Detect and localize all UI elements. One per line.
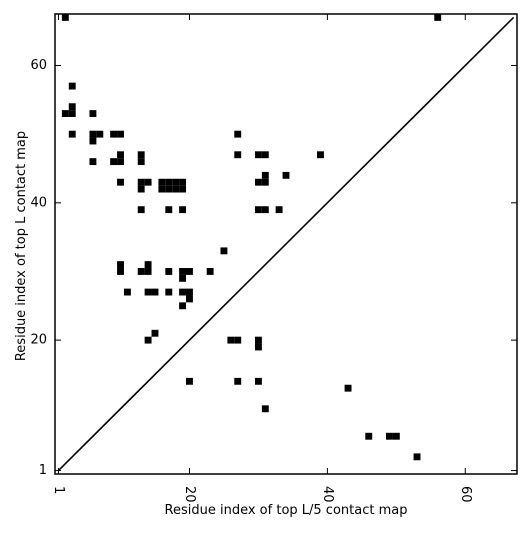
ticks-layer: 1 20 40 60 1 20 40 60: [30, 14, 517, 503]
contact-point: [261, 405, 269, 413]
contact-point: [117, 130, 124, 138]
contact-point: [413, 453, 421, 461]
contact-point: [261, 178, 269, 186]
contact-point: [254, 178, 262, 186]
x-tick-label: 60: [458, 486, 473, 503]
contact-point: [179, 268, 187, 275]
contact-point: [137, 206, 145, 214]
contact-point: [186, 268, 193, 275]
contact-point: [117, 261, 124, 269]
contact-point: [117, 151, 124, 159]
contact-point: [165, 185, 173, 193]
contact-point: [165, 288, 173, 296]
contact-point: [385, 432, 393, 440]
contact-point: [186, 288, 193, 296]
contact-point: [172, 185, 180, 193]
contact-point: [261, 171, 269, 179]
contact-point: [144, 336, 152, 344]
x-tick-label: 1: [51, 486, 66, 494]
contact-point: [137, 151, 145, 159]
contact-point: [165, 268, 173, 275]
contact-point: [151, 329, 159, 337]
contact-point: [434, 14, 442, 21]
x-tick-label: 20: [182, 486, 197, 503]
contact-point: [234, 151, 242, 159]
contact-point: [96, 130, 104, 138]
contact-point: [137, 268, 145, 275]
contact-point: [179, 288, 187, 296]
contact-point: [179, 178, 187, 186]
contact-point: [165, 206, 173, 214]
y-axis-label: Residue index of top L contact map: [14, 131, 29, 361]
y-tick-label: 40: [30, 195, 47, 210]
marks-layer: [57, 14, 515, 472]
contact-point: [68, 82, 76, 90]
contact-point: [206, 268, 214, 275]
contact-point: [254, 206, 262, 214]
x-tick-label: 40: [320, 486, 335, 503]
plot-frame: [54, 13, 518, 475]
contact-point: [110, 158, 118, 166]
contact-point: [117, 158, 124, 166]
contact-point: [179, 302, 187, 310]
contact-point: [144, 178, 152, 186]
contact-point: [89, 130, 97, 138]
contact-point: [344, 384, 352, 392]
contact-point: [117, 178, 124, 186]
contact-point: [186, 377, 193, 385]
contact-point: [172, 178, 180, 186]
contact-point: [254, 377, 262, 385]
contact-point: [234, 130, 242, 138]
contact-point: [117, 268, 124, 275]
contact-point: [261, 206, 269, 214]
contact-point: [61, 14, 69, 21]
contact-point: [61, 110, 69, 117]
contact-point: [158, 185, 166, 193]
y-tick-label: 20: [30, 333, 47, 348]
contact-point: [179, 185, 187, 193]
contact-point: [261, 151, 269, 159]
contact-point: [254, 343, 262, 351]
contact-point: [68, 103, 76, 111]
contact-point: [275, 206, 283, 214]
contact-point: [158, 178, 166, 186]
contact-point: [144, 268, 152, 275]
contact-point: [254, 336, 262, 344]
contact-point: [234, 336, 242, 344]
contact-point: [89, 110, 97, 117]
y-tick-label: 60: [30, 58, 47, 73]
contact-point: [392, 432, 400, 440]
contact-point: [137, 178, 145, 186]
contact-point: [220, 247, 228, 255]
contact-point: [179, 206, 187, 214]
contact-point: [123, 288, 131, 296]
contact-point: [165, 178, 173, 186]
contact-point: [89, 137, 97, 145]
contact-point: [365, 432, 373, 440]
contact-point: [151, 288, 159, 296]
contact-point: [68, 110, 76, 117]
x-axis-label: Residue index of top L/5 contact map: [165, 503, 408, 518]
contact-point: [254, 151, 262, 159]
contact-point: [234, 377, 242, 385]
contact-point: [179, 274, 187, 282]
contact-point: [137, 158, 145, 166]
contact-point: [317, 151, 324, 159]
contact-point: [144, 261, 152, 269]
contact-point: [137, 185, 145, 193]
y-tick-label: 1: [39, 463, 47, 478]
contact-point: [282, 171, 290, 179]
contact-point: [227, 336, 235, 344]
contact-point: [186, 295, 193, 303]
contact-point: [89, 158, 97, 166]
contact-point: [110, 130, 118, 138]
contact-point: [144, 288, 152, 296]
diagonal-line: [57, 16, 515, 472]
contact-point: [68, 130, 76, 138]
